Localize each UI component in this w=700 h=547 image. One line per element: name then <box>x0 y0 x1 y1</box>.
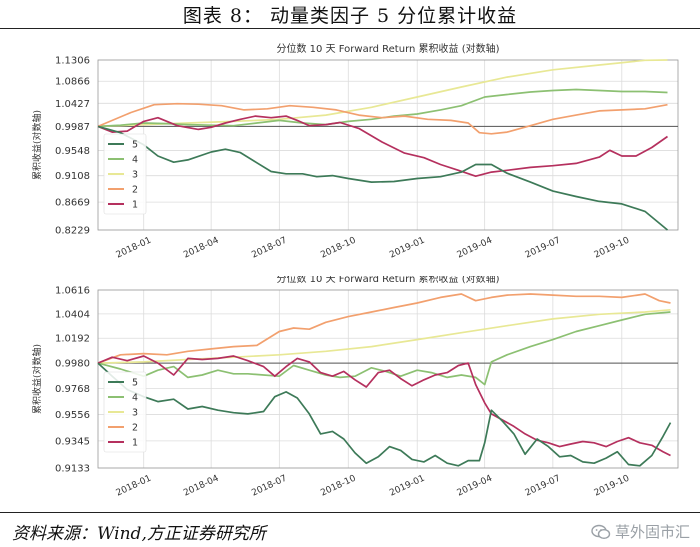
y-tick-label: 0.9980 <box>55 359 90 370</box>
chart-top: 分位数 10 天 Forward Return 累积收益 (对数轴) 累积收益(对… <box>31 42 679 261</box>
wechat-icon <box>591 524 611 539</box>
x-tick-label: 2018-01 <box>115 474 153 499</box>
y-tick-label: 1.0427 <box>55 99 90 110</box>
x-tick-label: 2019-07 <box>524 236 562 261</box>
y-axis-label: 累积收益(对数轴) <box>31 344 43 414</box>
y-tick-label: 0.9548 <box>55 146 90 157</box>
source-bar: 资料来源：Wind,方正证券研究所 草外固市汇 <box>0 512 700 547</box>
legend-label-4: 4 <box>132 155 138 166</box>
legend-label-1: 1 <box>132 200 138 211</box>
plot-frame <box>97 59 679 231</box>
chart-title: 分位数 10 天 Forward Return 累积收益 (对数轴) <box>277 276 500 285</box>
x-tick-label: 2019-04 <box>456 474 495 499</box>
y-tick-label: 0.9133 <box>55 464 90 475</box>
x-tick-label: 2019-01 <box>388 236 426 261</box>
series-line-4 <box>97 88 668 128</box>
legend-label-5: 5 <box>132 140 138 151</box>
source-note: 资料来源：Wind,方正证券研究所 <box>12 524 266 544</box>
series-line-5 <box>97 125 669 231</box>
legend-label-2: 2 <box>132 185 138 196</box>
x-tick-label: 2019-01 <box>388 474 426 499</box>
y-tick-label: 0.9108 <box>55 171 90 182</box>
x-tick-label: 2018-04 <box>182 236 221 261</box>
series-line-1 <box>97 355 671 457</box>
x-tick-label: 2018-10 <box>319 474 358 499</box>
series-line-2 <box>97 293 671 364</box>
y-tick-label: 0.9345 <box>55 436 90 447</box>
series-line-2 <box>97 102 668 135</box>
legend-label-2: 2 <box>132 423 138 434</box>
x-tick-label: 2019-07 <box>524 474 562 499</box>
figure-title-bar: 图表 8： 动量类因子 5 分位累计收益 <box>0 0 700 29</box>
series-line-4 <box>97 311 671 386</box>
y-tick-label: 0.9768 <box>55 384 90 395</box>
legend-label-5: 5 <box>132 378 138 389</box>
legend-label-3: 3 <box>132 408 138 419</box>
legend-box <box>103 133 147 215</box>
legend-box <box>103 371 147 453</box>
x-tick-label: 2018-10 <box>319 236 358 261</box>
legend-label-1: 1 <box>132 438 138 449</box>
x-tick-label: 2019-04 <box>456 236 495 261</box>
figure-title: 图表 8： 动量类因子 5 分位累计收益 <box>182 4 518 27</box>
x-tick-label: 2018-01 <box>115 236 153 261</box>
y-tick-label: 1.0192 <box>55 334 90 345</box>
series-line-5 <box>97 362 672 467</box>
x-tick-label: 2018-04 <box>182 474 221 499</box>
legend-label-4: 4 <box>132 393 138 404</box>
y-tick-label: 0.9987 <box>55 122 90 133</box>
watermark-text: 草外固市汇 <box>614 523 690 541</box>
y-tick-label: 1.1306 <box>55 56 90 67</box>
plot-frame <box>97 289 679 469</box>
chart-bottom: 分位数 10 天 Forward Return 累积收益 (对数轴) 累积收益(对… <box>31 276 679 499</box>
y-tick-label: 1.0866 <box>55 77 90 88</box>
x-tick-label: 2018-07 <box>250 236 288 261</box>
series-line-1 <box>97 115 668 178</box>
x-tick-label: 2019-10 <box>593 474 632 499</box>
series-line-3 <box>97 308 671 364</box>
y-tick-label: 0.8229 <box>55 226 90 237</box>
watermark: 草外固市汇 <box>591 521 690 542</box>
legend-label-3: 3 <box>132 170 138 181</box>
chart-title: 分位数 10 天 Forward Return 累积收益 (对数轴) <box>277 42 500 55</box>
y-tick-label: 0.9556 <box>55 410 90 421</box>
y-axis-label: 累积收益(对数轴) <box>31 110 43 180</box>
y-tick-label: 0.8669 <box>55 198 90 209</box>
x-tick-label: 2019-10 <box>593 236 632 261</box>
y-tick-label: 1.0616 <box>55 286 90 297</box>
y-tick-label: 1.0404 <box>55 309 90 320</box>
x-tick-label: 2018-07 <box>250 474 288 499</box>
series-line-3 <box>97 59 668 128</box>
